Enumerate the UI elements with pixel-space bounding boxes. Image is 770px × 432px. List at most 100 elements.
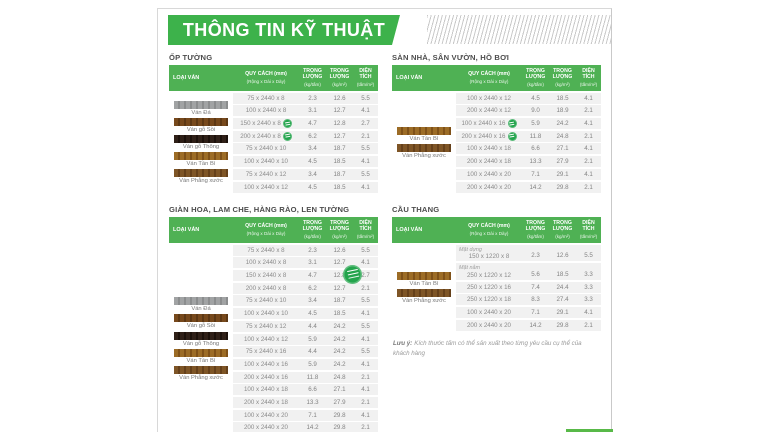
weight-per-m2-cell: 27.9 (333, 398, 346, 406)
column-header-size: QUY CÁCH (mm) (Rộng x Dài x Dày) (233, 65, 299, 91)
size-cell: 75 x 2440 x 8 (233, 93, 299, 104)
footer-accent-bar (566, 429, 613, 432)
area-cell: 4.1 (361, 310, 370, 318)
table-row: 100 x 2440 x 10 4.5 18.5 4.1 (233, 156, 378, 168)
column-header-weight-sheet-unit: (kg/tấm) (527, 81, 544, 87)
table-row: 75 x 2440 x 12 3.4 18.7 5.5 (233, 168, 378, 180)
spec-table-gian-hoa-lam-che-hang-rao-len-tuong: GIÀN HOA, LAM CHE, HÀNG RÀO, LEN TƯỜNG LO… (169, 205, 378, 432)
size-cell: 100 x 2440 x 8 (233, 105, 299, 116)
size-cell: 200 x 2440 x 8 (233, 283, 299, 294)
size-cell: 75 x 2440 x 12 (233, 169, 299, 180)
column-header-material: LOẠI VÁN (392, 217, 456, 243)
column-header-size-label: QUY CÁCH (mm) (245, 223, 287, 230)
column-header-weight-m2-label: TRỌNG LƯỢNG (552, 220, 573, 233)
area-cell: 4.1 (361, 183, 370, 191)
size-cell: 100 x 2440 x 12 (456, 93, 522, 104)
row-sublabel: Mặt dựng (459, 246, 482, 253)
size-value: 150 x 2440 x 8 (240, 120, 281, 128)
material-item: Ván gỗ Sồi (174, 117, 228, 133)
weight-per-sheet-cell: 13.3 (306, 398, 319, 406)
table-row: 200 x 2440 x 12 9.0 18.9 2.1 (456, 105, 601, 117)
column-header-weight-sheet-label: TRỌNG LƯỢNG (525, 68, 546, 81)
size-cell: 200 x 2440 x 16 (456, 131, 522, 142)
weight-per-m2-cell: 24.4 (556, 283, 569, 291)
material-label: Ván Phẳng xước (179, 374, 223, 381)
table-rows: Mặt dựng 150 x 1220 x 8 2.3 12.6 5.5 Mặt nằm 2… (456, 244, 601, 331)
size-value: 75 x 2440 x 16 (245, 348, 287, 356)
size-cell: 200 x 2440 x 20 (456, 182, 522, 193)
table-row: 75 x 2440 x 8 2.3 12.6 5.5 (233, 244, 378, 256)
column-header-material: LOẠI VÁN (392, 65, 456, 91)
area-cell: 2.1 (584, 158, 593, 166)
material-swatch (174, 117, 228, 126)
weight-per-sheet-cell: 4.5 (308, 310, 317, 318)
area-cell: 3.3 (584, 296, 593, 304)
weight-per-m2-cell: 24.2 (333, 348, 346, 356)
table-row: 100 x 2440 x 20 7.1 29.1 4.1 (456, 307, 601, 319)
column-header-material-label: LOẠI VÁN (396, 74, 423, 81)
area-cell: 5.5 (361, 246, 370, 254)
weight-per-sheet-cell: 7.1 (531, 170, 540, 178)
size-value: 75 x 2440 x 10 (245, 145, 287, 153)
size-value: 250 x 1220 x 18 (466, 296, 512, 304)
area-cell: 5.5 (361, 170, 370, 178)
size-cell: 75 x 2440 x 10 (233, 143, 299, 154)
table-row: 100 x 2440 x 12 4.5 18.5 4.1 (456, 92, 601, 104)
weight-per-m2-cell: 24.2 (333, 322, 346, 330)
weight-per-m2-cell: 12.6 (333, 94, 346, 102)
weight-per-sheet-cell: 4.5 (531, 94, 540, 102)
table-row: 200 x 2440 x 20 14.2 29.8 2.1 (233, 422, 378, 432)
column-header-weight-m2-unit: (kg/m²) (555, 233, 570, 239)
weight-per-sheet-cell: 6.2 (308, 284, 317, 292)
area-cell: 3.3 (584, 270, 593, 278)
material-swatch (397, 126, 451, 135)
table-row: 100 x 2440 x 16 5.9 24.2 4.1 (233, 358, 378, 370)
row-sublabel: Mặt nằm (459, 265, 480, 272)
size-value: 100 x 2440 x 16 (461, 120, 506, 128)
table-row: 100 x 2440 x 20 7.1 29.1 4.1 (456, 168, 601, 180)
table-row: 200 x 2440 x 20 14.2 29.8 2.1 (456, 319, 601, 331)
table-title: ỐP TƯỜNG (169, 53, 213, 62)
table-header-row: LOẠI VÁN QUY CÁCH (mm) (Rộng x Dài x Dày) T… (392, 217, 601, 243)
column-header-area: DIỆN TÍCH (tấm/m²) (576, 65, 601, 91)
size-cell: 200 x 2440 x 18 (456, 156, 522, 167)
material-swatch (174, 297, 228, 306)
material-column: Ván Tần Bì Ván Phẳng xước (392, 93, 456, 193)
size-cell: 75 x 2440 x 8 (233, 245, 299, 256)
weight-per-sheet-cell: 4.7 (308, 120, 317, 128)
material-swatch (174, 100, 228, 109)
area-cell: 2.1 (361, 424, 370, 432)
size-cell: 100 x 2440 x 12 (233, 334, 299, 345)
size-value: 200 x 2440 x 20 (243, 424, 289, 432)
column-header-size: QUY CÁCH (mm) (Rộng x Dài x Dày) (456, 217, 522, 243)
column-header-weight-sheet-label: TRỌNG LƯỢNG (302, 68, 323, 81)
weight-per-sheet-cell: 2.3 (308, 246, 317, 254)
best-seller-badge-icon (282, 131, 292, 141)
area-cell: 5.5 (584, 252, 593, 260)
best-seller-badge-icon (343, 264, 362, 284)
table-row: 100 x 2440 x 16 5.9 24.2 4.1 (456, 118, 601, 130)
weight-per-m2-cell: 18.7 (333, 297, 346, 305)
column-header-weight-m2: TRỌNG LƯỢNG (kg/m²) (326, 65, 353, 91)
table-body: Ván Đá Ván gỗ Sồi Ván gỗ Thông Ván Tần Bì Vá… (169, 92, 378, 193)
column-header-material: LOẠI VÁN (169, 65, 233, 91)
column-header-weight-m2-unit: (kg/m²) (332, 81, 347, 87)
table-row: 200 x 2440 x 16 11.8 24.8 2.1 (233, 371, 378, 383)
material-item: Ván Đá (174, 100, 228, 116)
material-swatch (174, 365, 228, 374)
column-header-size-unit: (Rộng x Dài x Dày) (469, 230, 509, 236)
best-seller-badge-icon (507, 119, 517, 129)
table-row: 100 x 2440 x 20 7.1 29.8 4.1 (233, 409, 378, 421)
material-item: Ván Phẳng xước (397, 288, 451, 304)
spec-table-cau-thang: CẦU THANG LOẠI VÁN QUY CÁCH (mm) (Rộng x Dà… (392, 205, 601, 331)
material-column: Ván Đá Ván gỗ Sồi Ván gỗ Thông Ván Tần Bì Vá… (169, 245, 233, 432)
material-label: Ván Phẳng xước (402, 152, 446, 159)
area-cell: 2.1 (584, 321, 593, 329)
column-header-weight-m2: TRỌNG LƯỢNG (kg/m²) (326, 217, 353, 243)
table-row: 75 x 2440 x 10 3.4 18.7 5.5 (233, 143, 378, 155)
weight-per-sheet-cell: 11.8 (529, 132, 542, 140)
table-row: 200 x 2440 x 20 14.2 29.8 2.1 (456, 181, 601, 193)
weight-per-m2-cell: 18.5 (556, 270, 569, 278)
column-header-material-label: LOẠI VÁN (173, 226, 200, 233)
table-row: 75 x 2440 x 12 4.4 24.2 5.5 (233, 320, 378, 332)
